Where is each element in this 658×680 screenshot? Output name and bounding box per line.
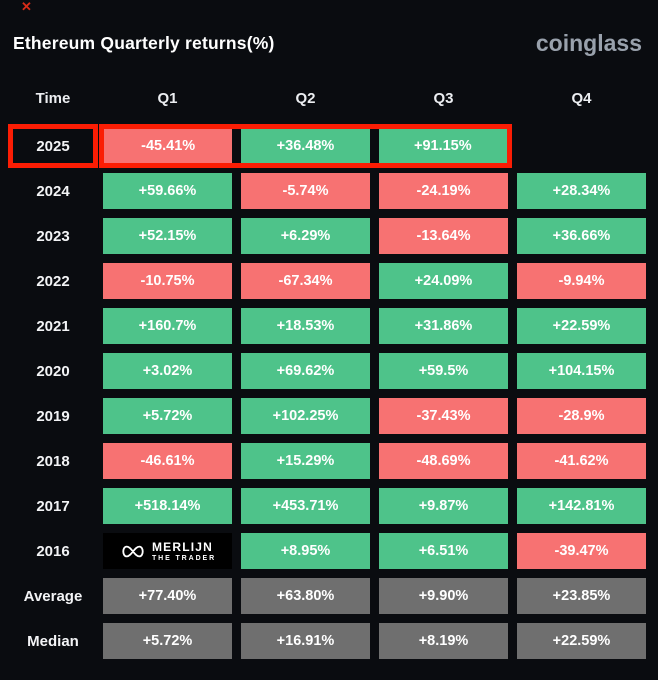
col-header-q3: Q3 <box>433 89 454 107</box>
cell-2022-q4: -9.94% <box>517 263 646 299</box>
cell-median-q2: +16.91% <box>241 623 370 659</box>
cell-median-q4: +22.59% <box>517 623 646 659</box>
cell-2025-q2: +36.48% <box>241 129 370 163</box>
header-bar: Ethereum Quarterly returns(%) coinglass <box>0 0 658 57</box>
row-label-2024: 2024 <box>36 182 70 200</box>
cell-2022-q2: -67.34% <box>241 263 370 299</box>
row-label-2020: 2020 <box>36 362 70 380</box>
cell-2025-q4 <box>517 128 646 164</box>
cell-2021-q3: +31.86% <box>379 308 508 344</box>
row-label-2016: 2016 <box>36 542 70 560</box>
cell-2023-q3: -13.64% <box>379 218 508 254</box>
row-label-2017: 2017 <box>36 497 70 515</box>
cell-average-q3: +9.90% <box>379 578 508 614</box>
coinglass-logo: coinglass <box>535 30 642 56</box>
cell-median-q3: +8.19% <box>379 623 508 659</box>
cell-2022-q3: +24.09% <box>379 263 508 299</box>
cell-2020-q2: +69.62% <box>241 353 370 389</box>
page-title: Ethereum Quarterly returns(%) <box>13 33 275 53</box>
close-icon[interactable]: ✕ <box>21 0 32 14</box>
infinity-logo-icon <box>122 545 144 557</box>
cell-2018-q2: +15.29% <box>241 443 370 479</box>
cell-2017-q2: +453.71% <box>241 488 370 524</box>
row-label-2019: 2019 <box>36 407 70 425</box>
row-label-2023: 2023 <box>36 227 70 245</box>
cell-2021-q2: +18.53% <box>241 308 370 344</box>
cell-2020-q4: +104.15% <box>517 353 646 389</box>
col-header-q1: Q1 <box>157 89 178 107</box>
row-label-average: Average <box>23 587 83 605</box>
row-label-2018: 2018 <box>36 452 70 470</box>
cell-2017-q3: +9.87% <box>379 488 508 524</box>
watermark-sub: THE TRADER <box>151 554 217 562</box>
row-label-2025: 2025 <box>8 124 98 168</box>
cell-2025-q1: -45.41% <box>104 129 233 163</box>
cell-2023-q1: +52.15% <box>103 218 232 254</box>
highlight-frame-2025: -45.41% +36.48% +91.15% <box>99 124 512 168</box>
merlijn-trader-watermark: MERLIJN THE TRADER <box>119 541 216 562</box>
cell-2016-q1: MERLIJN THE TRADER <box>103 533 232 569</box>
cell-2024-q4: +28.34% <box>517 173 646 209</box>
cell-2021-q1: +160.7% <box>103 308 232 344</box>
col-header-q4: Q4 <box>571 89 592 107</box>
cell-2017-q1: +518.14% <box>103 488 232 524</box>
col-header-q2: Q2 <box>295 89 316 107</box>
cell-2018-q4: -41.62% <box>517 443 646 479</box>
cell-2025-q3: +91.15% <box>378 129 507 163</box>
cell-2024-q3: -24.19% <box>379 173 508 209</box>
watermark-name: MERLIJN <box>151 539 214 554</box>
cell-2024-q1: +59.66% <box>103 173 232 209</box>
cell-2019-q1: +5.72% <box>103 398 232 434</box>
row-label-2022: 2022 <box>36 272 70 290</box>
cell-2016-q4: -39.47% <box>517 533 646 569</box>
cell-2020-q1: +3.02% <box>103 353 232 389</box>
row-label-median: Median <box>27 632 79 650</box>
cell-2023-q4: +36.66% <box>517 218 646 254</box>
cell-2018-q1: -46.61% <box>103 443 232 479</box>
row-label-2021: 2021 <box>36 317 70 335</box>
cell-2021-q4: +22.59% <box>517 308 646 344</box>
cell-2019-q3: -37.43% <box>379 398 508 434</box>
cell-median-q1: +5.72% <box>103 623 232 659</box>
cell-2023-q2: +6.29% <box>241 218 370 254</box>
cell-2022-q1: -10.75% <box>103 263 232 299</box>
cell-average-q1: +77.40% <box>103 578 232 614</box>
cell-2019-q4: -28.9% <box>517 398 646 434</box>
returns-grid: Time Q1 Q2 Q3 Q4 2025 -45.41% +36.48% +91.1… <box>0 85 658 659</box>
cell-2018-q3: -48.69% <box>379 443 508 479</box>
cell-2017-q4: +142.81% <box>517 488 646 524</box>
cell-2016-q3: +6.51% <box>379 533 508 569</box>
cell-2019-q2: +102.25% <box>241 398 370 434</box>
cell-2016-q2: +8.95% <box>241 533 370 569</box>
cell-2024-q2: -5.74% <box>241 173 370 209</box>
cell-average-q2: +63.80% <box>241 578 370 614</box>
cell-2020-q3: +59.5% <box>379 353 508 389</box>
col-header-time: Time <box>35 89 71 107</box>
cell-average-q4: +23.85% <box>517 578 646 614</box>
